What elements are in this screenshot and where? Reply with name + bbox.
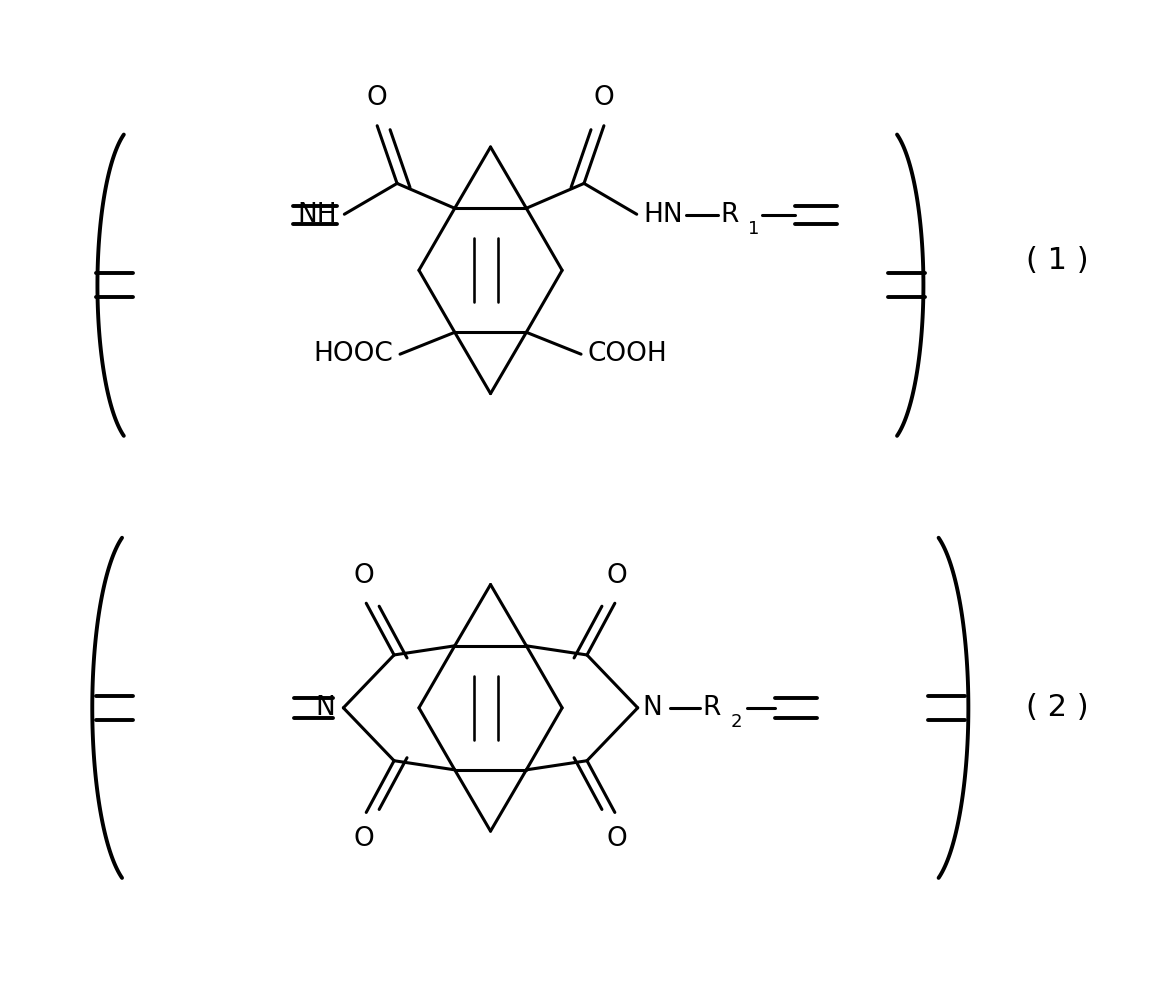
Text: ( 1 ): ( 1 ) [1026,246,1088,275]
Text: COOH: COOH [588,342,668,368]
Text: N: N [316,695,336,721]
Text: HOOC: HOOC [313,342,393,368]
Text: ( 2 ): ( 2 ) [1026,693,1088,722]
Text: R: R [702,695,721,721]
Text: 2: 2 [730,712,742,730]
Text: O: O [353,563,375,589]
Text: O: O [353,826,375,852]
Text: NH: NH [298,202,337,228]
Text: O: O [607,563,627,589]
Text: O: O [366,85,387,111]
Text: R: R [721,202,738,228]
Text: O: O [594,85,614,111]
Text: 1: 1 [748,220,760,238]
Text: N: N [642,695,662,721]
Text: HN: HN [643,202,683,228]
Text: O: O [607,826,627,852]
